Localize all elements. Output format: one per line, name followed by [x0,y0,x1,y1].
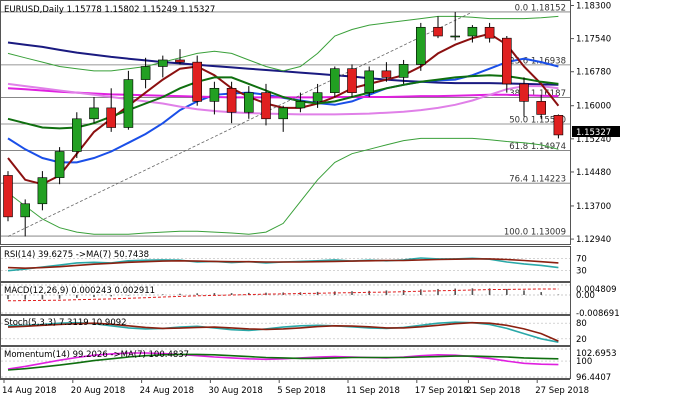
current-price-tag [572,126,620,137]
price-axis-label: 1.12940 [576,235,611,245]
price-axis-label: 1.13700 [576,202,611,212]
fib-level-label: 100.0 1.13009 [504,228,566,238]
fib-level-label: 38.2 1.16187 [509,89,566,99]
candle-bull [72,118,82,152]
candle-bull [295,101,306,109]
candle-bull [312,92,323,102]
candle-bull [398,64,409,78]
stoch-axis-label: 20 [576,335,587,345]
candle-bull [37,177,48,205]
candle-bull [158,59,168,67]
fib-level-label: 0.0 1.18152 [515,3,566,13]
candle-bull [364,70,375,93]
candle-bull [244,92,254,113]
fib-level-label: 50.0 1.15580 [509,116,566,126]
candle-bull [123,79,134,128]
momentum-header: Momentum(14) 99.2026 ->MA(7) 100.4837 [4,350,189,360]
rsi-axis-label: 30 [576,267,587,277]
candle-bear [433,26,443,37]
date-label: 30 Aug 2018 [208,386,262,396]
candle-bull [450,35,461,38]
macd-header: MACD(12,26,9) 0.000243 0.002911 [4,286,155,296]
date-label: 5 Sep 2018 [277,386,325,396]
candle-bear [106,107,116,128]
date-label: 21 Sep 2018 [466,386,520,396]
rsi-header: RSI(14) 39.6275 ->MA(7) 50.7438 [4,250,149,260]
candle-bear [519,83,529,102]
price-axis-label: 1.14480 [576,168,611,178]
candle-bull [209,87,220,102]
price-axis-label: 1.16780 [576,68,611,78]
price-axis-label: 1.15240 [576,135,611,145]
macd-axis-label: 0.00 [576,291,595,301]
candle-bull [467,26,478,37]
candle-bull [89,107,99,120]
price-axis-label: 1.18300 [576,1,611,11]
ma-line-darkgreen [7,74,559,130]
momentum-plot-frame [0,346,571,379]
fib-level-label: 61.8 1.14974 [509,142,566,152]
current-price-label: 1.15327 [576,128,611,138]
candle-bull [54,151,65,178]
candle-bull [329,68,340,93]
momentum-axis-label: 100 [576,357,592,367]
stoch-header: Stoch(5,3,3) 7.3119 10.9092 [4,318,127,328]
candle-bear [261,92,271,120]
stoch-line-brown [7,321,559,342]
ma-line-bollinger [7,137,559,235]
candle-bear [536,101,547,115]
rsi-line-brown [7,258,559,270]
date-label: 17 Sep 2018 [415,386,469,396]
macd-axis-label: -0.008691 [576,309,620,319]
date-label: 24 Aug 2018 [140,386,194,396]
candle-bear [381,70,392,78]
fib-level-label: 76.4 1.14223 [509,175,566,185]
price-axis-label: 1.17540 [576,35,611,45]
candle-bear [484,26,495,39]
momentum-line-darkgreen [7,353,559,371]
date-label: 27 Sep 2018 [535,386,589,396]
candle-bear [347,68,357,93]
price-axis-label: 1.16000 [576,102,611,112]
momentum-axis-label: 102.6953 [576,349,617,359]
date-label: 11 Sep 2018 [346,386,400,396]
rsi-axis-label: 70 [576,254,587,264]
macd-axis-label: 0.004809 [576,285,617,295]
candle-bull [415,26,426,65]
rsi-plot-frame [0,246,571,282]
candle-bull [20,203,31,218]
candle-bull [140,66,151,80]
candle-bear [175,59,185,63]
candle-bear [553,115,564,136]
candle-bear [501,37,512,85]
candle-bear [3,175,13,218]
ma-line-bollinger [7,15,559,72]
stoch-axis-label: 80 [576,319,587,329]
macd-plot-frame [0,282,571,315]
candle-bull [278,107,289,120]
stoch-plot-frame [0,315,571,346]
date-label: 20 Aug 2018 [71,386,125,396]
main-plot-frame [0,0,571,245]
date-label: 14 Aug 2018 [2,386,56,396]
macd-signal-line [7,288,559,302]
trendline [7,11,473,237]
candle-bear [226,87,237,113]
momentum-axis-label: 96.4407 [576,373,611,383]
main-header: EURUSD,Daily 1.15778 1.15802 1.15249 1.1… [4,5,215,15]
candle-bear [192,61,202,102]
